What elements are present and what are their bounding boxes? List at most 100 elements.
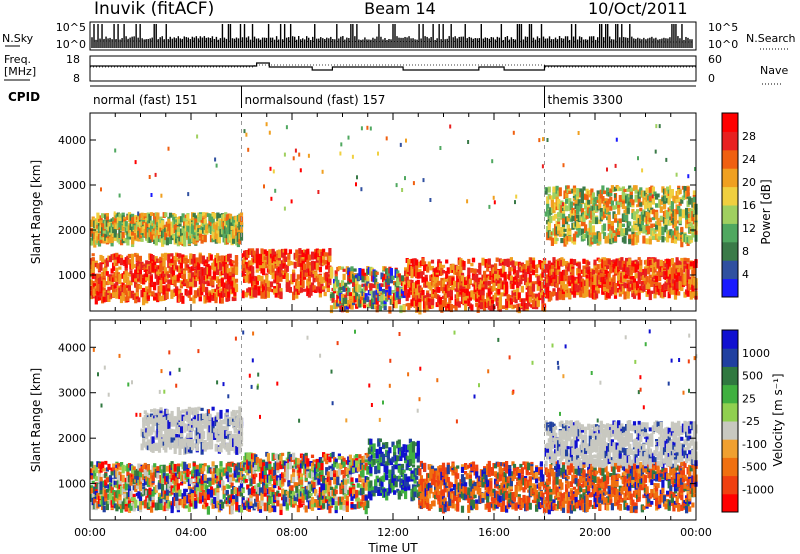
heatmap-cell	[505, 281, 509, 290]
heatmap-cell	[209, 278, 213, 287]
heatmap-cell	[192, 213, 196, 218]
heatmap-cell	[536, 276, 540, 285]
colorbar-tick-label: 20	[742, 176, 756, 189]
heatmap-cell	[435, 267, 439, 273]
heatmap-cell	[178, 260, 182, 265]
heatmap-cell	[462, 266, 466, 271]
heatmap-cell	[598, 232, 602, 242]
heatmap-cell	[579, 203, 583, 212]
heatmap-cell	[262, 284, 266, 293]
heatmap-cell	[596, 286, 600, 294]
heatmap-cell	[97, 296, 102, 301]
heatmap-cell	[377, 151, 379, 156]
heatmap-cell	[565, 291, 569, 298]
heatmap-cell	[617, 218, 621, 223]
heatmap-cell	[107, 286, 111, 291]
heatmap-cell	[620, 257, 624, 264]
heatmap-cell	[121, 231, 125, 240]
heatmap-cell	[126, 255, 130, 265]
heatmap-cell	[348, 278, 352, 283]
heatmap-cell	[168, 212, 173, 218]
heatmap-cell	[154, 272, 158, 279]
heatmap-cell	[238, 238, 242, 245]
heatmap-cell	[585, 280, 589, 290]
heatmap-cell	[561, 289, 566, 294]
heatmap-cell	[94, 220, 98, 230]
heatmap-cell	[667, 291, 671, 299]
heatmap-cell	[113, 257, 117, 261]
heatmap-cell	[340, 266, 345, 270]
heatmap-cell	[677, 268, 681, 273]
heatmap-cell	[195, 226, 199, 231]
heatmap-cell	[138, 268, 142, 277]
heatmap-cell	[536, 300, 540, 308]
heatmap-cell	[410, 279, 414, 286]
heatmap-cell	[688, 218, 692, 223]
heatmap-cell	[401, 188, 404, 192]
heatmap-cell	[542, 260, 547, 267]
heatmap-cell	[618, 218, 622, 225]
heatmap-cell	[94, 491, 98, 496]
heatmap-cell	[181, 296, 185, 304]
heatmap-cell	[628, 238, 632, 245]
heatmap-cell	[655, 212, 659, 220]
heatmap-cell	[314, 271, 318, 278]
heatmap-cell	[178, 265, 182, 274]
heatmap-cell	[670, 204, 674, 212]
heatmap-cell	[167, 146, 170, 151]
heatmap-cell	[580, 193, 584, 201]
heatmap-cell	[348, 295, 352, 305]
heatmap-cell	[614, 163, 617, 168]
heatmap-cell	[104, 472, 108, 479]
heatmap-cell	[636, 214, 640, 221]
heatmap-cell	[443, 300, 447, 307]
heatmap-cell	[104, 479, 108, 486]
heatmap-cell	[254, 284, 258, 291]
heatmap-cell	[333, 289, 337, 294]
heatmap-cell	[94, 476, 98, 482]
heatmap-cell	[582, 233, 586, 240]
heatmap-cell	[94, 485, 98, 490]
heatmap-cell	[642, 287, 646, 292]
heatmap-cell	[231, 267, 235, 276]
heatmap-cell	[192, 254, 196, 262]
colorbar-swatch	[722, 223, 738, 243]
heatmap-cell	[557, 190, 561, 197]
heatmap-cell	[596, 257, 600, 261]
heatmap-cell	[670, 258, 674, 266]
heatmap-cell	[397, 297, 401, 302]
heatmap-cell	[552, 257, 556, 264]
heatmap-cell	[266, 280, 270, 286]
heatmap-cell	[328, 248, 332, 256]
heatmap-cell	[249, 260, 253, 270]
heatmap-cell	[189, 271, 193, 279]
heatmap-cell	[105, 477, 109, 483]
power-colorbar-label: Power [dB]	[759, 179, 773, 244]
heatmap-cell	[565, 205, 569, 212]
heatmap-cell	[467, 140, 470, 144]
heatmap-cell	[440, 305, 444, 313]
freq-line	[90, 62, 696, 71]
heatmap-cell	[233, 289, 237, 296]
heatmap-cell	[123, 274, 127, 284]
heatmap-cell	[165, 271, 169, 276]
heatmap-cell	[613, 218, 618, 223]
heatmap-cell	[535, 273, 539, 278]
heatmap-cell	[285, 264, 289, 272]
heatmap-cell	[623, 291, 627, 300]
heatmap-cell	[214, 233, 218, 240]
heatmap-cell	[214, 228, 218, 235]
heatmap-cell	[118, 217, 122, 224]
heatmap-cell	[167, 274, 171, 278]
heatmap-cell	[678, 214, 682, 221]
heatmap-cell	[104, 266, 108, 275]
heatmap-cell	[601, 196, 605, 204]
heatmap-cell	[186, 281, 190, 287]
heatmap-cell	[118, 280, 122, 285]
heatmap-cell	[350, 302, 354, 310]
heatmap-cell	[110, 467, 114, 476]
heatmap-cell	[670, 189, 674, 197]
heatmap-cell	[519, 278, 523, 285]
heatmap-cell	[416, 279, 420, 285]
heatmap-cell	[651, 235, 655, 240]
